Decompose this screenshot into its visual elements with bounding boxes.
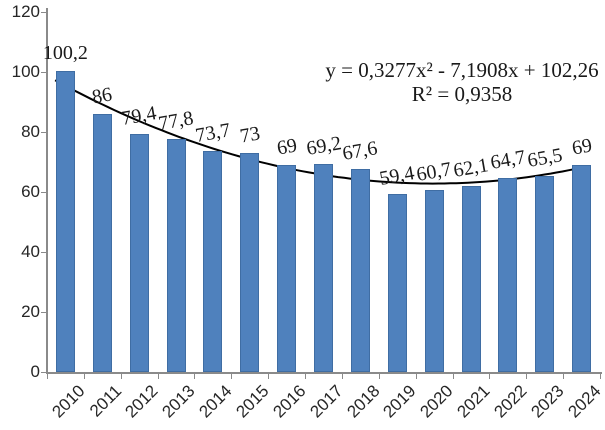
y-axis-tick-label: 60 (21, 182, 40, 201)
bar (92, 114, 112, 372)
y-axis-tick (41, 72, 48, 73)
bar-value-label: 77,8 (156, 106, 196, 135)
bar-value-label: 69 (274, 134, 299, 160)
y-axis-tick-label: 80 (21, 122, 40, 141)
x-axis-tick-label: 2019 (379, 381, 420, 422)
bar (424, 189, 444, 372)
x-axis-tick-label: 2014 (195, 381, 236, 422)
bar (277, 165, 297, 372)
x-axis-tick-label: 2018 (342, 381, 384, 422)
bar (498, 177, 518, 372)
y-axis-tick-label: 0 (30, 362, 40, 381)
bar (535, 175, 555, 372)
x-axis-tick (563, 374, 565, 379)
bar-value-label: 86 (90, 83, 115, 109)
x-axis-tick (341, 374, 343, 379)
bar (166, 138, 186, 372)
bar-value-label: 62,1 (451, 153, 491, 182)
y-axis-tick (41, 12, 48, 13)
bar-value-label: 69,2 (304, 132, 343, 161)
bar-value-label: 73 (238, 122, 262, 148)
x-axis-tick (489, 374, 491, 379)
x-axis-line (46, 372, 602, 374)
x-axis-tick (231, 374, 233, 379)
bar (387, 193, 407, 372)
x-axis-tick-label: 2017 (306, 381, 347, 422)
y-axis-tick (41, 132, 48, 133)
bar-value-label: 69 (569, 134, 594, 160)
y-axis-tick-label: 100 (11, 62, 40, 81)
bar (572, 165, 592, 372)
bar-value-label: 60,7 (414, 158, 454, 186)
x-axis-tick-label: 2023 (527, 381, 568, 422)
x-axis-tick-label: 2024 (564, 381, 605, 422)
x-axis-tick-label: 2013 (158, 381, 199, 422)
x-axis-tick (600, 374, 601, 379)
y-axis-tick-label: 120 (11, 2, 40, 21)
y-axis-tick (41, 192, 48, 193)
bar-value-label: 59,4 (378, 161, 417, 190)
x-axis-tick-label: 2015 (232, 381, 273, 422)
x-axis-tick-label: 2016 (269, 381, 310, 422)
x-axis-tick (83, 374, 85, 379)
x-axis-tick (157, 374, 159, 379)
r-squared-label: R² = 0,9358 (411, 82, 513, 106)
trendline-equation: y = 0,3277x² - 7,1908x + 102,26 R² = 0,9… (318, 58, 605, 106)
x-axis-tick (526, 374, 528, 379)
x-axis-tick (452, 374, 454, 379)
bar (55, 71, 75, 372)
bar (350, 169, 370, 372)
bar-value-label: 100,2 (42, 42, 88, 65)
x-axis-tick-label: 2021 (453, 381, 494, 422)
x-axis-tick-label: 2010 (47, 381, 89, 422)
bar (129, 133, 149, 372)
x-axis-tick (415, 374, 417, 379)
bar (240, 153, 260, 372)
x-axis-tick (194, 374, 196, 379)
bar-value-label: 73,7 (193, 119, 233, 147)
x-axis-tick (47, 374, 48, 379)
x-axis-tick (120, 374, 122, 379)
x-axis-tick-label: 2011 (85, 381, 126, 421)
x-axis-tick (305, 374, 307, 379)
bar-value-label: 79,4 (120, 101, 159, 130)
y-axis-tick (41, 312, 48, 313)
y-axis-tick-label: 40 (21, 242, 40, 261)
x-axis-tick-label: 2020 (416, 381, 457, 422)
bar (461, 185, 481, 372)
bar-value-label: 65,5 (525, 143, 564, 172)
trendline-equation-text: y = 0,3277x² - 7,1908x + 102,26 (325, 58, 599, 82)
y-axis-line (46, 8, 48, 374)
y-axis-tick (41, 252, 48, 253)
bar-value-label: 64,7 (488, 146, 527, 174)
bar-value-label: 67,6 (341, 137, 380, 166)
bar (203, 150, 223, 372)
x-axis-tick-label: 2022 (490, 381, 531, 422)
y-axis-tick-label: 20 (21, 302, 40, 321)
x-axis-tick (268, 374, 270, 379)
x-axis-tick (378, 374, 380, 379)
y-axis-tick (41, 372, 48, 373)
x-axis-tick-label: 2012 (121, 381, 162, 422)
bar (314, 164, 333, 372)
